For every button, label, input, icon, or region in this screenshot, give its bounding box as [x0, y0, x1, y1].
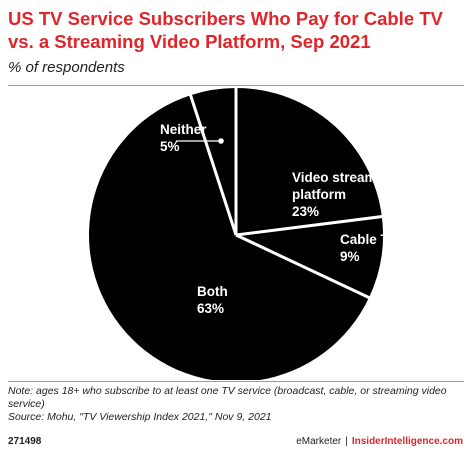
slice-value-label: 23%	[292, 204, 319, 219]
chart-id: 271498	[8, 436, 42, 447]
chart-note: Note: ages 18+ who subscribe to at least…	[8, 385, 447, 410]
slice-separator	[188, 93, 238, 236]
pie-slice-both	[89, 95, 370, 380]
pie-chart: Video streaming platform 23% Cable TV 9% Both…	[89, 87, 398, 380]
slice-name-label: Both	[197, 284, 228, 299]
slice-separator	[235, 233, 371, 300]
slice-label-cable-tv: Cable TV 9%	[340, 232, 398, 264]
chart-source: Source: Mohu, "TV Viewership Index 2021,…	[8, 411, 272, 423]
bottom-divider	[8, 381, 464, 382]
neither-leader-dot	[218, 138, 224, 144]
slice-value-label: 63%	[197, 301, 224, 316]
slice-label-both: Both 63%	[197, 284, 228, 316]
brand-name: eMarketer	[296, 436, 342, 447]
brand-separator: |	[345, 436, 348, 447]
slice-name-label: Video streaming	[292, 170, 397, 185]
pie-slice-cable-tv	[236, 216, 383, 298]
slice-label-video-streaming-platform: Video streaming platform 23%	[292, 170, 397, 219]
footer-brand: eMarketer | InsiderIntelligence.com	[296, 436, 463, 447]
slice-name-label: Cable TV	[340, 232, 398, 247]
top-divider	[8, 85, 464, 86]
slice-label-neither: Neither 5%	[160, 122, 207, 154]
slice-value-label: 5%	[160, 139, 180, 154]
slice-name-label: platform	[292, 187, 346, 202]
slice-value-label: 9%	[340, 249, 360, 264]
brand-site: InsiderIntelligence.com	[351, 436, 463, 447]
slice-name-label: Neither	[160, 122, 207, 137]
pie-slice-video-streaming-platform	[236, 88, 382, 235]
slice-separator	[235, 214, 384, 237]
chart-subtitle: % of respondents	[8, 59, 125, 76]
chart-title: US TV Service Subscribers Who Pay for Ca…	[8, 8, 443, 52]
